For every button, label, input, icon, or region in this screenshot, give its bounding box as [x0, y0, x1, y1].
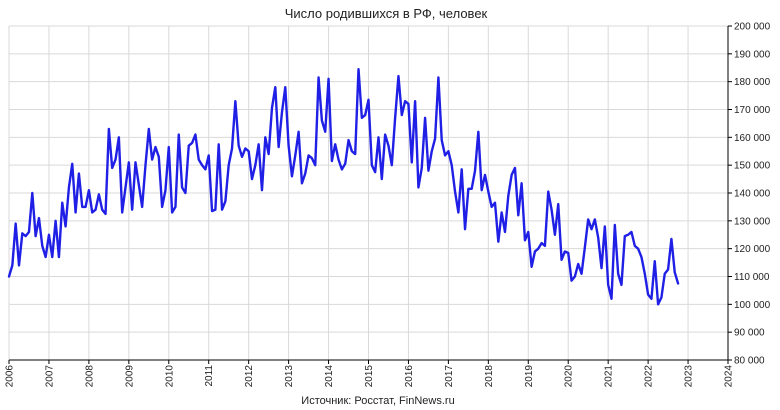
series-layer: [7, 67, 680, 306]
y-tick-label: 180 000: [734, 77, 771, 88]
x-tick-label: 2014: [324, 365, 335, 388]
y-tick-label: 130 000: [734, 216, 771, 227]
y-tick-label: 110 000: [734, 272, 770, 283]
y-tick-labels: 80 000 90 000 100 000 110 000 120 000 130 000…: [734, 22, 771, 367]
x-tick-label: 2010: [164, 365, 175, 388]
chart-title: Число родившихся в РФ, человек: [285, 6, 488, 21]
births-series-line: [7, 67, 680, 306]
y-tick-label: 140 000: [734, 189, 771, 200]
y-tick-label: 80 000: [734, 356, 765, 367]
y-tick-label: 150 000: [734, 161, 771, 172]
x-tick-label: 2020: [564, 365, 575, 388]
source-note: Источник: Росстат, FinNews.ru: [301, 395, 454, 407]
x-tick-label: 2007: [44, 365, 55, 388]
y-tick-label: 120 000: [734, 244, 771, 255]
y-tick-label: 160 000: [734, 133, 771, 144]
x-tick-label: 2009: [124, 365, 135, 388]
x-tick-label: 2017: [444, 365, 455, 388]
axes: [8, 25, 732, 364]
y-tick-label: 100 000: [734, 300, 771, 311]
x-tick-label: 2006: [5, 365, 16, 388]
x-tick-label: 2013: [284, 365, 295, 388]
x-tick-labels: 2006 2007 2008 2009 2010 2011 2012 2013 2014 2015…: [5, 365, 735, 388]
x-tick-label: 2015: [364, 365, 375, 388]
x-tick-label: 2008: [84, 365, 95, 388]
y-tick-label: 200 000: [734, 22, 771, 33]
x-tick-label: 2012: [244, 365, 255, 388]
x-tick-label: 2022: [644, 365, 655, 388]
y-tick-label: 170 000: [734, 105, 771, 116]
x-tick-label: 2016: [404, 365, 415, 388]
x-tick-label: 2021: [604, 365, 615, 388]
x-tick-label: 2019: [524, 365, 535, 388]
y-tick-label: 90 000: [734, 328, 765, 339]
x-tick-label: 2023: [684, 365, 695, 388]
y-tick-label: 190 000: [734, 49, 771, 60]
x-tick-label: 2024: [724, 365, 735, 388]
x-tick-label: 2018: [484, 365, 495, 388]
x-tick-label: 2011: [204, 365, 215, 387]
gridlines: [8, 25, 729, 361]
